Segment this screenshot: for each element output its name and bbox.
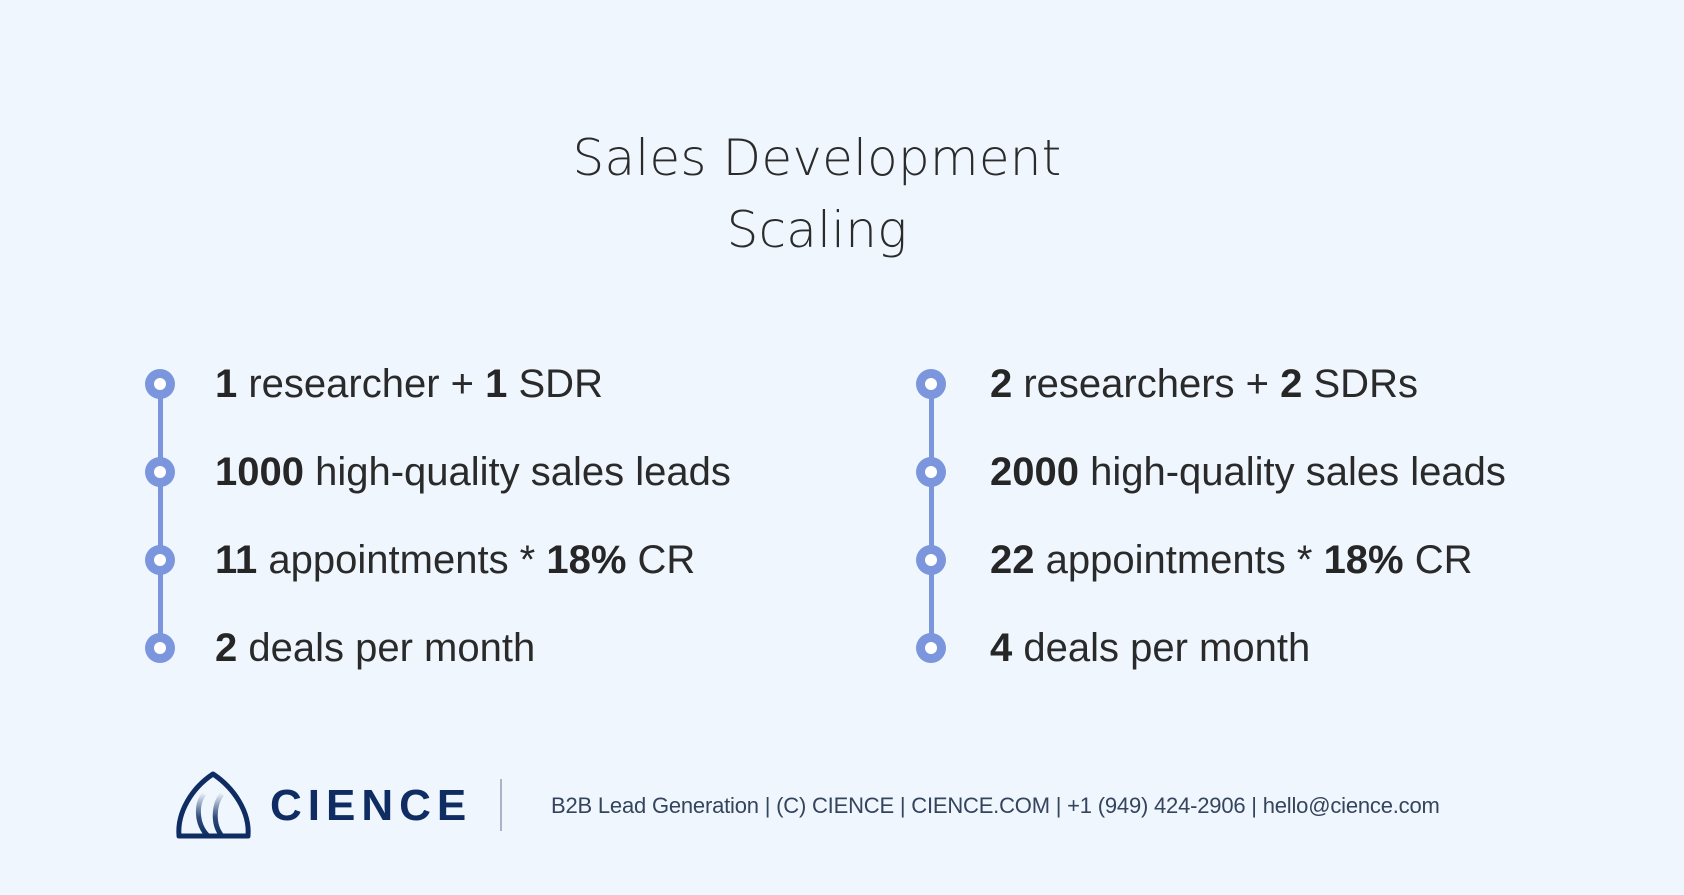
bullet-circle-icon [916, 545, 946, 575]
timeline-connector [158, 398, 163, 458]
brand-name: CIENCE [270, 781, 473, 830]
bullet-circle-icon [916, 633, 946, 663]
list-item: 2000 high-quality sales leads [990, 448, 1506, 496]
team-count-researchers: 1 [215, 362, 238, 406]
timeline-connector [929, 398, 934, 458]
list-item: 2 researchers + 2 SDRs [990, 360, 1418, 408]
footer-divider [500, 779, 502, 831]
bullet-circle-icon [145, 633, 175, 663]
deals-count: 4 [990, 626, 1013, 670]
appointments-count: 11 [215, 538, 258, 582]
row-text: SDR [507, 362, 603, 406]
row-text: SDRs [1302, 362, 1418, 406]
team-count-researchers: 2 [990, 362, 1013, 406]
row-text: CR [1403, 538, 1473, 582]
cience-logo-icon [176, 771, 251, 839]
title-line-2: Scaling [726, 201, 908, 259]
timeline-connector [929, 574, 934, 634]
row-text: deals per month [237, 626, 536, 670]
row-text: appointments * [257, 538, 547, 582]
row-text: CR [626, 538, 696, 582]
row-text: high-quality sales leads [303, 450, 731, 494]
timeline-connector [158, 574, 163, 634]
list-item: 22 appointments * 18% CR [990, 536, 1473, 584]
timeline-connector [929, 486, 934, 546]
leads-count: 1000 [215, 450, 304, 494]
row-text: researchers + [1012, 362, 1281, 406]
row-text: high-quality sales leads [1078, 450, 1506, 494]
list-item: 4 deals per month [990, 624, 1310, 672]
bullet-circle-icon [145, 457, 175, 487]
bullet-circle-icon [145, 369, 175, 399]
page-title: Sales Development Scaling [0, 122, 1634, 266]
team-count-sdr: 2 [1280, 362, 1303, 406]
conversion-rate: 18% [546, 538, 627, 582]
title-line-1: Sales Development [572, 129, 1062, 187]
bullet-circle-icon [916, 369, 946, 399]
bullet-circle-icon [145, 545, 175, 575]
leads-count: 2000 [990, 450, 1079, 494]
list-item: 1 researcher + 1 SDR [215, 360, 603, 408]
footer-contact-info: B2B Lead Generation | (C) CIENCE | CIENC… [551, 793, 1440, 818]
conversion-rate: 18% [1323, 538, 1404, 582]
deals-count: 2 [215, 626, 238, 670]
list-item: 1000 high-quality sales leads [215, 448, 731, 496]
row-text: researcher + [237, 362, 486, 406]
row-text: deals per month [1012, 626, 1311, 670]
team-count-sdr: 1 [485, 362, 508, 406]
row-text: appointments * [1034, 538, 1324, 582]
timeline-connector [158, 486, 163, 546]
appointments-count: 22 [990, 538, 1035, 582]
list-item: 11 appointments * 18% CR [215, 536, 695, 584]
bullet-circle-icon [916, 457, 946, 487]
list-item: 2 deals per month [215, 624, 535, 672]
